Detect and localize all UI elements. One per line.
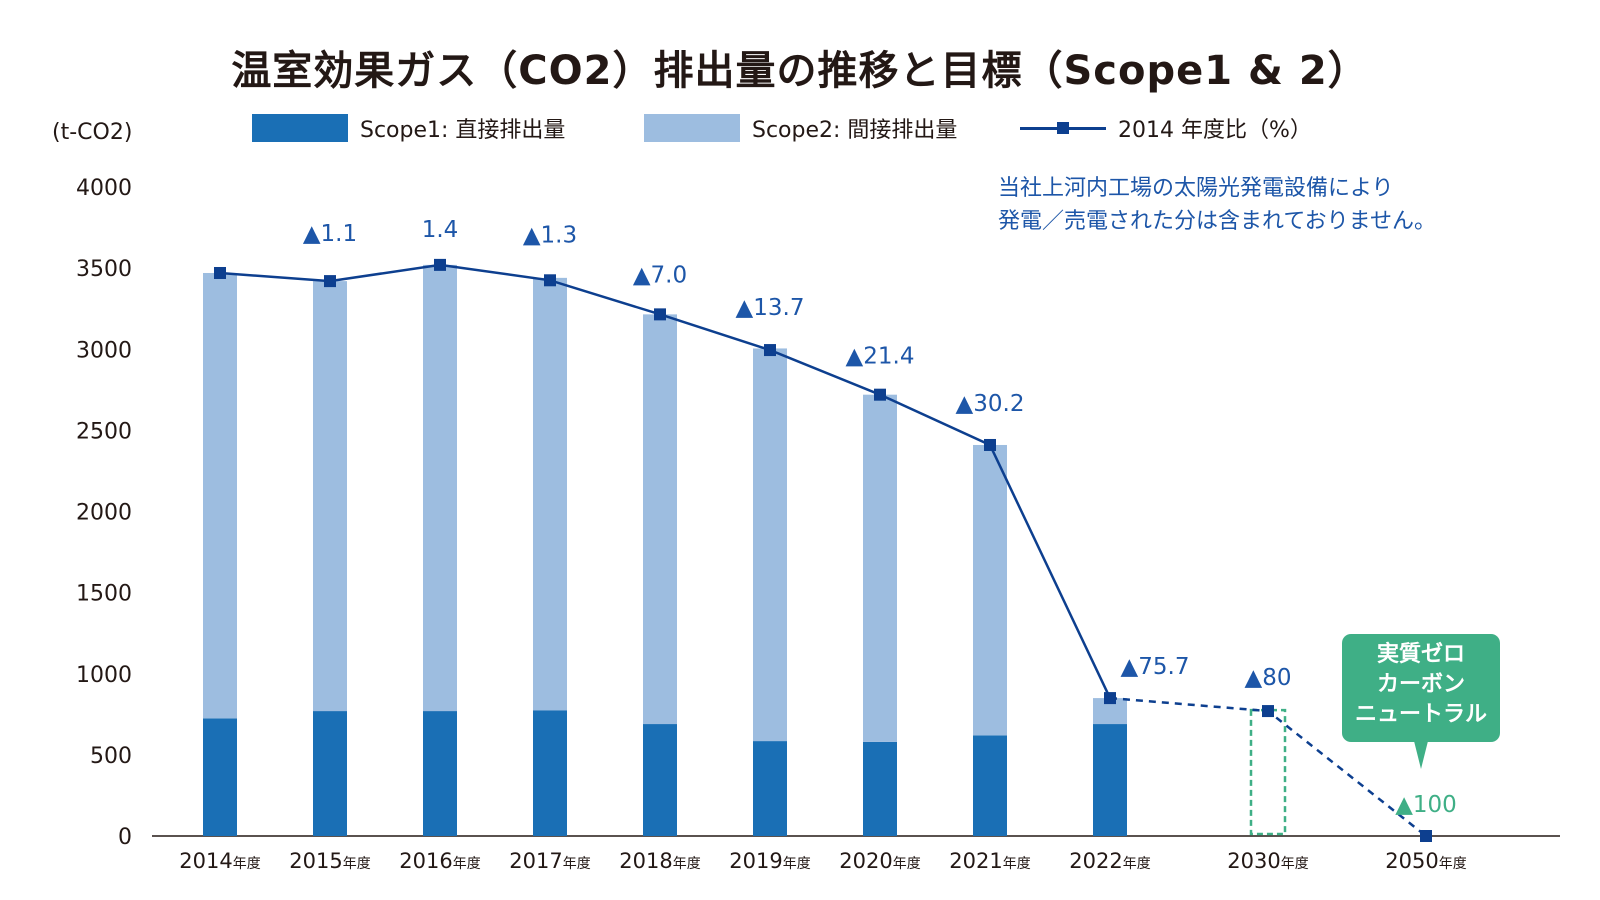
ratio-line-marker [214, 266, 226, 279]
legend-label-scope1: Scope1: 直接排出量 [360, 118, 566, 143]
bar-scope2 [643, 314, 677, 725]
bar-scope2 [533, 277, 567, 711]
bar-scope2 [423, 264, 457, 712]
bar-scope1 [203, 718, 237, 836]
legend-swatch-ratio-line [1020, 114, 1106, 142]
carbon-neutral-callout: 実質ゼロ カーボン ニュートラル [1342, 634, 1500, 742]
ratio-line-marker [764, 344, 776, 357]
y-tick-label: 0 [118, 825, 132, 850]
ratio-line-marker [1262, 705, 1274, 718]
reduction-annotation: ▲100 [1395, 792, 1457, 818]
ratio-line-marker [1420, 830, 1432, 842]
legend-item-scope1: Scope1: 直接排出量 [252, 113, 565, 143]
legend-label-scope2: Scope2: 間接排出量 [752, 118, 958, 143]
reduction-annotation: ▲80 [1245, 665, 1292, 691]
x-tick-label: 2018年度 [619, 849, 700, 873]
bar-scope1 [1093, 724, 1127, 836]
bar-scope2 [753, 348, 787, 742]
bar-scope1 [313, 711, 347, 836]
chart-title: 温室効果ガス（CO2）排出量の推移と目標（Scope1 & 2） [231, 48, 1369, 94]
reduction-annotation: ▲75.7 [1121, 654, 1190, 680]
bar-scope1 [643, 724, 677, 836]
y-tick-label: 2500 [76, 419, 132, 444]
bar-scope1 [753, 741, 787, 836]
reduction-annotation: ▲1.1 [303, 221, 357, 247]
y-tick-label: 1000 [76, 663, 132, 688]
ratio-line-marker [874, 388, 886, 401]
legend-swatch-scope1 [252, 114, 348, 142]
bar-scope2 [973, 444, 1007, 736]
x-tick-label: 2019年度 [729, 849, 810, 873]
target-2030-box [1249, 708, 1287, 836]
chart-note: 当社上河内工場の太陽光発電設備により 発電／売電された分は含まれておりません。 [998, 176, 1437, 234]
y-tick-label: 500 [90, 744, 132, 769]
ratio-line-marker [324, 275, 336, 288]
bar-scope2 [203, 272, 237, 719]
legend-swatch-scope2 [644, 114, 740, 142]
legend-item-ratio-line: 2014 年度比（%） [1020, 113, 1312, 143]
y-tick-label: 3000 [76, 338, 132, 363]
reduction-annotation: ▲30.2 [956, 391, 1025, 417]
x-tick-label: 2015年度 [289, 849, 370, 873]
x-tick-label: 2022年度 [1069, 849, 1150, 873]
ratio-line-marker [544, 274, 556, 287]
y-tick-label: 1500 [76, 582, 132, 607]
x-tick-label: 2020年度 [839, 849, 920, 873]
x-tick-label: 2016年度 [399, 849, 480, 873]
y-tick-label: 4000 [76, 176, 132, 201]
bar-scope2 [863, 394, 897, 742]
callout-tail [1414, 741, 1428, 769]
reduction-annotation: 1.4 [422, 217, 459, 243]
reduction-annotation: ▲13.7 [736, 295, 805, 321]
ratio-line-marker [1104, 692, 1116, 705]
reduction-annotation: ▲7.0 [633, 262, 687, 288]
bar-scope1 [423, 711, 457, 836]
bar-scope2 [313, 281, 347, 712]
y-tick-label: 2000 [76, 501, 132, 526]
legend-item-scope2: Scope2: 間接排出量 [644, 113, 957, 143]
bar-scope1 [533, 710, 567, 836]
x-tick-label: 2050年度 [1385, 849, 1466, 873]
legend-label-ratio-line: 2014 年度比（%） [1118, 118, 1312, 143]
ratio-line-marker [984, 438, 996, 451]
x-tick-label: 2017年度 [509, 849, 590, 873]
bar-scope1 [863, 741, 897, 836]
reduction-annotation: ▲1.3 [523, 222, 577, 248]
x-tick-label: 2021年度 [949, 849, 1030, 873]
ratio-line-marker [654, 308, 666, 321]
y-axis-label: (t-CO2) [52, 120, 133, 145]
x-tick-label: 2030年度 [1227, 849, 1308, 873]
reduction-annotation: ▲21.4 [846, 344, 915, 370]
ratio-line-marker [434, 258, 446, 271]
x-tick-label: 2014年度 [179, 849, 260, 873]
bar-scope1 [973, 735, 1007, 836]
y-tick-label: 3500 [76, 257, 132, 282]
